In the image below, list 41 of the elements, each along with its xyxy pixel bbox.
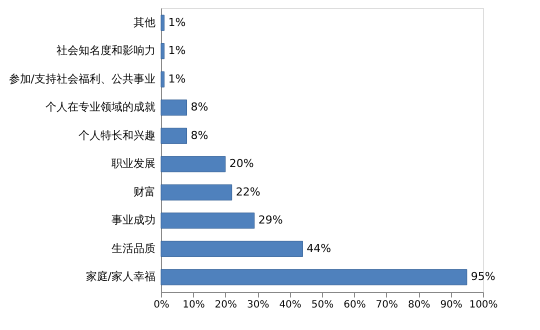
- y-tick-label: 个人特长和兴趣: [78, 128, 156, 142]
- x-tick-label: 30%: [246, 300, 270, 310]
- x-tick-label: 0%: [154, 300, 170, 310]
- bar: [160, 14, 164, 31]
- x-tick-label: 100%: [469, 300, 498, 310]
- y-tick-label: 参加/支持社会福利、公共事业: [8, 72, 156, 86]
- bar: [160, 269, 468, 286]
- x-tick-label: 20%: [214, 300, 238, 310]
- data-label: 1%: [168, 72, 186, 86]
- data-label: 1%: [168, 16, 186, 29]
- bar: [160, 71, 164, 88]
- x-tick-label: 70%: [376, 300, 398, 310]
- x-tick-label: 50%: [311, 300, 334, 310]
- x-tick-label: 90%: [440, 300, 462, 310]
- data-label: 1%: [168, 44, 186, 58]
- data-label: 22%: [236, 185, 260, 198]
- y-tick-label: 其他: [134, 16, 156, 29]
- data-label: 44%: [306, 242, 332, 255]
- bar: [160, 156, 226, 172]
- x-tick-label: 10%: [182, 300, 205, 310]
- y-tick-label: 家庭/家人幸福: [86, 270, 156, 284]
- y-tick-label: 事业成功: [112, 214, 156, 227]
- bar: [160, 43, 164, 60]
- bar: [160, 100, 188, 116]
- y-tick-label: 职业发展: [112, 157, 156, 170]
- x-tick-label: 80%: [408, 300, 430, 310]
- bar: [160, 128, 188, 144]
- data-label: 8%: [190, 128, 208, 142]
- y-tick-label: 财富: [134, 185, 156, 198]
- bar: [160, 240, 303, 257]
- y-tick-label: 个人在专业领域的成就: [46, 100, 156, 114]
- data-label: 20%: [229, 157, 254, 170]
- data-label: 95%: [470, 270, 496, 284]
- bar: [160, 212, 255, 229]
- bar: [160, 184, 232, 200]
- x-tick-label: 60%: [344, 300, 366, 310]
- y-tick-label: 社会知名度和影响力: [56, 44, 156, 58]
- y-tick-label: 生活品质: [112, 242, 156, 255]
- data-label: 29%: [258, 214, 283, 227]
- data-label: 8%: [190, 100, 208, 114]
- x-tick-label: 40%: [279, 300, 302, 310]
